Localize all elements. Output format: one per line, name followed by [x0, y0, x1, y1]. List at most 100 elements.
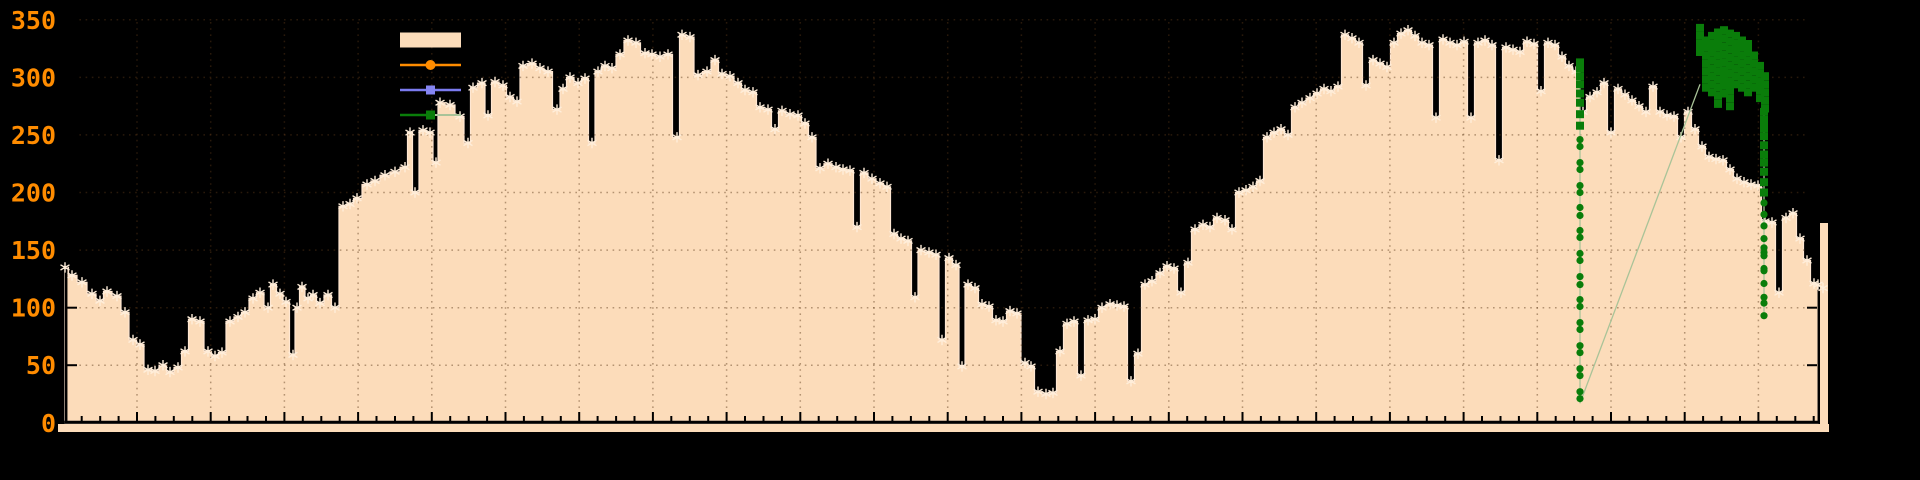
green-square-marker: [1720, 50, 1728, 59]
green-square-marker: [1576, 58, 1584, 67]
green-square-marker: [1714, 51, 1722, 60]
legend-square-marker: [426, 85, 435, 95]
legend: [400, 32, 461, 120]
bottom-border-strip: [58, 424, 1829, 432]
green-square-marker: [1732, 56, 1740, 65]
green-dot-marker: [1576, 281, 1584, 289]
green-square-marker: [1761, 72, 1769, 81]
green-square-marker: [1744, 48, 1752, 56]
y-axis-tick-label: 150: [11, 236, 56, 265]
green-square-marker: [1714, 83, 1722, 92]
green-square-marker: [1576, 98, 1584, 107]
green-square-marker: [1738, 43, 1746, 52]
green-square-marker: [1708, 40, 1716, 48]
green-square-marker: [1702, 83, 1710, 92]
green-square-marker: [1750, 67, 1758, 76]
green-square-marker: [1576, 64, 1584, 73]
green-square-marker: [1750, 59, 1758, 68]
green-square-marker: [1714, 91, 1722, 100]
green-square-marker: [1696, 48, 1704, 56]
green-square-marker: [1720, 74, 1728, 83]
green-square-marker: [1726, 78, 1734, 86]
green-square-marker: [1760, 178, 1768, 187]
legend-square-marker: [426, 110, 435, 120]
green-square-marker: [1732, 72, 1740, 81]
green-square-marker: [1714, 99, 1722, 108]
green-dot-marker: [1576, 249, 1584, 258]
area-series: [64, 29, 1819, 424]
green-square-marker: [1726, 53, 1734, 62]
green-dot-marker: [1576, 142, 1584, 151]
green-dot-marker: [1576, 342, 1584, 350]
green-dot-marker: [1576, 159, 1584, 167]
green-square-marker: [1702, 36, 1710, 45]
green-square-marker: [1714, 59, 1722, 68]
green-square-marker: [1756, 94, 1764, 103]
green-dot-marker: [1760, 312, 1768, 320]
green-square-marker: [1726, 37, 1734, 46]
green-square-marker: [1732, 31, 1740, 40]
green-square-marker: [1744, 40, 1752, 48]
green-square-marker: [1702, 75, 1710, 84]
green-dot-marker: [1760, 210, 1768, 218]
green-square-marker: [1720, 66, 1728, 75]
green-square-marker: [1708, 31, 1716, 40]
green-square-marker: [1576, 89, 1584, 98]
green-dot-marker: [1760, 279, 1768, 288]
green-square-marker: [1714, 43, 1722, 52]
green-square-marker: [1576, 80, 1584, 89]
green-square-marker: [1744, 72, 1752, 81]
green-square-marker: [1720, 42, 1728, 51]
green-dot-marker: [1760, 293, 1768, 301]
green-dot-marker: [1760, 267, 1768, 275]
legend-area-swatch: [400, 32, 461, 48]
green-square-marker: [1761, 96, 1769, 105]
green-square-marker: [1744, 56, 1752, 65]
area-fill-path: [64, 29, 1819, 424]
green-dot-marker: [1576, 302, 1584, 311]
green-square-marker: [1708, 64, 1716, 73]
green-dot-marker: [1576, 349, 1584, 357]
green-square-marker: [1576, 121, 1584, 130]
legend-circle-marker: [425, 60, 436, 70]
green-square-marker: [1720, 81, 1728, 90]
y-axis-tick-label: 350: [11, 6, 56, 35]
green-square-marker: [1760, 132, 1768, 141]
green-square-marker: [1756, 61, 1764, 70]
green-square-marker: [1750, 51, 1758, 60]
green-square-marker: [1726, 102, 1734, 111]
green-square-marker: [1744, 80, 1752, 89]
green-square-marker: [1756, 69, 1764, 78]
green-square-marker: [1732, 48, 1740, 56]
green-square-marker: [1702, 51, 1710, 60]
green-square-marker: [1732, 40, 1740, 48]
green-square-marker: [1750, 75, 1758, 84]
green-square-marker: [1714, 67, 1722, 76]
y-axis-labels: 0 50 100 150 200 250 300 350: [11, 6, 56, 438]
green-square-marker: [1738, 51, 1746, 60]
green-square-marker: [1702, 43, 1710, 52]
green-square-marker: [1738, 83, 1746, 92]
green-square-marker: [1756, 86, 1764, 94]
green-dot-marker: [1576, 165, 1584, 174]
green-square-marker: [1732, 64, 1740, 73]
green-dot-marker: [1760, 222, 1768, 230]
green-square-marker: [1576, 110, 1584, 119]
y-axis-tick-label: 0: [41, 409, 56, 438]
green-square-marker: [1756, 78, 1764, 86]
green-square-marker: [1708, 48, 1716, 56]
green-square-marker: [1760, 107, 1768, 116]
green-square-marker: [1576, 72, 1584, 81]
green-square-marker: [1720, 34, 1728, 43]
green-dot-marker: [1576, 211, 1584, 220]
green-square-marker: [1761, 88, 1769, 97]
green-square-marker: [1708, 88, 1716, 97]
green-square-marker: [1738, 59, 1746, 68]
frame-shadow-strips: [58, 223, 1829, 432]
green-dot-marker: [1576, 372, 1584, 380]
green-dot-marker: [1760, 199, 1768, 207]
green-dot-marker: [1576, 325, 1584, 334]
green-dot-marker: [1760, 299, 1768, 307]
green-square-marker: [1696, 40, 1704, 48]
green-square-marker: [1760, 158, 1768, 167]
